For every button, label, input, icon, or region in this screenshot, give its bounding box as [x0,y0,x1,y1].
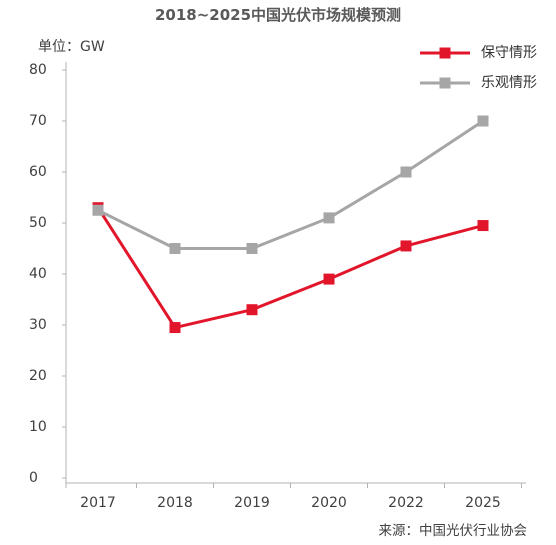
y-tick-label-0: 0 [29,470,38,486]
y-tick-label-40: 40 [29,266,47,282]
x-tick-label-2018: 2018 [157,495,193,511]
chart-title: 2018~2025中国光伏市场规模预测 [155,6,401,24]
y-axis-unit-label: 单位：GW [38,39,105,55]
series-1-line [96,206,484,330]
series-2-point-2017 [92,204,104,216]
legend-swatch-marker-2 [439,77,451,89]
series-2-point-2022 [400,166,412,178]
series-1-point-2018 [169,322,181,334]
y-tick-label-30: 30 [29,317,47,333]
legend-label-1: 保守情形 [481,45,537,61]
x-tick-label-2020: 2020 [311,495,347,511]
x-tick-label-2025: 2025 [465,495,501,511]
series-2-line [97,119,484,250]
series-2-point-2025 [477,115,489,127]
series-1-point-2022 [400,240,412,252]
y-tick-label-80: 80 [29,62,47,78]
y-tick-label-60: 60 [29,164,47,180]
legend-swatch-marker-1 [439,47,451,59]
series-1-point-2019 [246,304,258,316]
series-2-point-2020 [323,212,335,224]
series-2-point-2018 [169,243,181,254]
y-tick-label-50: 50 [29,215,47,231]
x-tick-label-2017: 2017 [80,495,116,511]
series-1-point-2025 [477,220,489,232]
chart-marks: 0 10 20 30 40 50 60 70 80 2017 2018 2019 2020 2022 202… [29,62,526,511]
legend-label-2: 乐观情形 [481,75,537,91]
x-tick-label-2022: 2022 [388,495,424,511]
y-tick-label-20: 20 [29,368,47,384]
source-note: 来源：中国光伏行业协会 [379,523,528,539]
y-tick-label-70: 70 [29,113,47,129]
series-2-point-2019 [246,243,258,254]
series-1-point-2020 [323,273,335,285]
y-tick-label-10: 10 [29,419,47,435]
x-tick-label-2019: 2019 [234,495,270,511]
